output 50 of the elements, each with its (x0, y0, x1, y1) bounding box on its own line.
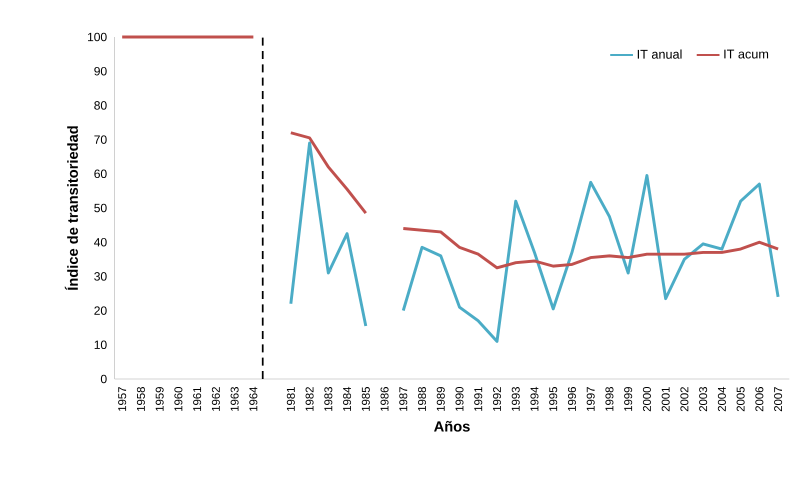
x-tick-label: 1988 (418, 387, 426, 411)
x-tick-label: 1958 (136, 387, 145, 411)
legend-label: IT acum (724, 50, 768, 59)
y-tick-label: 0 (100, 374, 107, 384)
x-tick-label: 1996 (568, 387, 576, 411)
y-tick-label: 70 (94, 135, 107, 144)
x-axis-title: Años (434, 420, 470, 432)
x-tick-label: 1981 (286, 387, 295, 411)
legend-label: IT anual (638, 49, 682, 59)
x-tick-label: 1994 (530, 386, 538, 411)
x-tick-label: 1982 (306, 387, 314, 411)
x-tick-label: 1964 (249, 386, 258, 411)
y-tick-label: 10 (94, 340, 107, 350)
x-tick-label: 1989 (436, 387, 445, 411)
x-tick-label: 2001 (662, 387, 670, 412)
x-tick-label: 1959 (156, 387, 164, 411)
x-tick-label: 1999 (624, 387, 632, 411)
y-tick-label: 40 (94, 238, 107, 246)
y-tick-label: 50 (94, 204, 107, 212)
x-tick-label: 1991 (474, 387, 482, 411)
x-tick-label: 1963 (230, 387, 239, 411)
x-tick-label: 2003 (699, 387, 708, 412)
x-tick-label: 2004 (718, 386, 726, 412)
x-tick-label: 1983 (324, 387, 332, 411)
x-tick-label: 1998 (605, 387, 614, 411)
x-tick-label: 2000 (642, 387, 651, 412)
x-tick-label: 1986 (380, 387, 389, 411)
x-tick-label: 1992 (492, 387, 501, 411)
x-tick-label: 1984 (343, 386, 352, 411)
x-tick-label: 1990 (456, 387, 464, 411)
y-tick-label: 90 (94, 66, 107, 76)
y-tick-label: 80 (94, 101, 107, 110)
y-tick-label: 30 (94, 272, 107, 281)
x-tick-label: 1962 (212, 387, 220, 411)
x-tick-label: 2005 (736, 387, 745, 412)
y-tick-label: 60 (94, 170, 107, 178)
y-tick-label: 100 (88, 32, 107, 42)
y-tick-label: 20 (94, 306, 107, 315)
x-tick-label: 2002 (680, 387, 688, 412)
x-tick-label: 1995 (549, 387, 558, 411)
x-tick-label: 1993 (512, 387, 520, 411)
x-tick-label: 1960 (174, 387, 182, 411)
x-tick-label: 1961 (193, 387, 202, 411)
x-tick-label: 1987 (399, 387, 408, 411)
x-tick-label: 1957 (118, 387, 126, 411)
y-axis-title: Índice de transitoriedad (64, 126, 78, 290)
x-tick-label: 2006 (755, 387, 764, 412)
x-tick-label: 1985 (362, 387, 370, 411)
x-tick-label: 2007 (774, 387, 782, 412)
x-tick-label: 1997 (586, 387, 595, 411)
